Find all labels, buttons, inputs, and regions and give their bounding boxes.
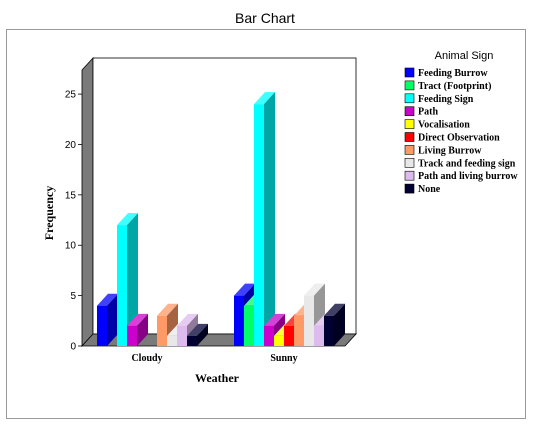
bar-front: [157, 315, 167, 346]
legend-swatch: [404, 170, 415, 181]
bar-side: [264, 92, 275, 346]
legend-label: Path and living burrow: [418, 171, 518, 182]
legend-label: Vocalisation: [418, 120, 470, 131]
bar-front: [324, 315, 334, 346]
bar-side: [137, 313, 148, 346]
bar-front: [314, 325, 324, 346]
bar-side: [127, 213, 138, 346]
bar-side: [107, 293, 118, 346]
x-axis-title: Weather: [195, 371, 240, 385]
bar-front: [97, 305, 107, 346]
bar-front: [254, 104, 264, 346]
bar-top: [187, 323, 208, 336]
legend: Animal Sign Feeding Burrow Tract (Footpri…: [404, 50, 518, 195]
legend-swatch: [404, 119, 415, 129]
legend-label: Path: [418, 107, 438, 118]
legend-title: Animal Sign: [435, 50, 494, 62]
legend-label: Direct Observation: [418, 133, 500, 144]
bar-front: [294, 315, 304, 346]
y-axis: 0 5 10 15 20 25: [65, 90, 82, 353]
bar: [187, 323, 208, 346]
bar-top: [264, 313, 285, 326]
y-tick-label: 15: [65, 190, 77, 201]
bar-front: [304, 295, 314, 346]
legend-swatch: [404, 145, 415, 155]
bar: [117, 213, 138, 346]
legend-label: Feeding Sign: [418, 94, 474, 105]
bar-front: [274, 335, 284, 346]
legend-label: Track and feeding sign: [418, 158, 516, 169]
bar-front: [117, 225, 127, 346]
bar-front: [127, 325, 137, 346]
bar-top: [254, 92, 275, 105]
bar-top: [97, 293, 118, 306]
legend-swatch: [404, 132, 415, 142]
legend-swatch: [404, 158, 415, 168]
bar: [254, 92, 275, 346]
legend-label: Feeding Burrow: [418, 68, 488, 79]
bar-top: [324, 303, 345, 316]
legend-label: Living Burrow: [418, 145, 482, 156]
bar-side: [334, 303, 345, 346]
bar-front: [264, 325, 274, 346]
bar-front: [177, 325, 187, 346]
legend-swatch: [404, 80, 415, 91]
chart-frame: [6, 29, 526, 419]
x-axis: Cloudy Sunny: [131, 353, 297, 364]
chart-title: Bar Chart: [235, 10, 295, 26]
bar-top: [234, 283, 255, 296]
legend-label: None: [418, 184, 441, 195]
legend-swatch: [404, 93, 415, 104]
bar-front: [234, 295, 244, 346]
bar-top: [177, 313, 198, 326]
legend-label: Tract (Footprint): [418, 81, 491, 92]
y-tick-label: 20: [65, 140, 77, 151]
bar-front: [187, 335, 197, 346]
y-tick-label: 5: [70, 291, 76, 302]
y-tick-label: 25: [65, 90, 77, 101]
bar-top: [304, 283, 325, 296]
bar-side: [197, 323, 208, 346]
bar-front: [244, 305, 254, 346]
bar-top: [117, 213, 138, 226]
bars: [97, 92, 345, 346]
x-tick-label: Sunny: [270, 353, 297, 364]
y-tick-label: 0: [70, 342, 76, 353]
bar-top: [127, 313, 148, 326]
y-axis-title: Frequency: [42, 186, 56, 240]
legend-swatch: [404, 67, 415, 78]
legend-swatch: [404, 183, 415, 194]
bar-front: [167, 335, 177, 346]
bar-front: [284, 325, 294, 346]
legend-swatch: [404, 106, 415, 116]
bar: [324, 303, 345, 346]
bar: [97, 293, 118, 346]
bar-top: [157, 303, 178, 316]
y-tick-label: 10: [65, 241, 77, 252]
x-tick-label: Cloudy: [131, 353, 162, 364]
bar: [127, 313, 148, 346]
left-wall: [81, 56, 94, 348]
